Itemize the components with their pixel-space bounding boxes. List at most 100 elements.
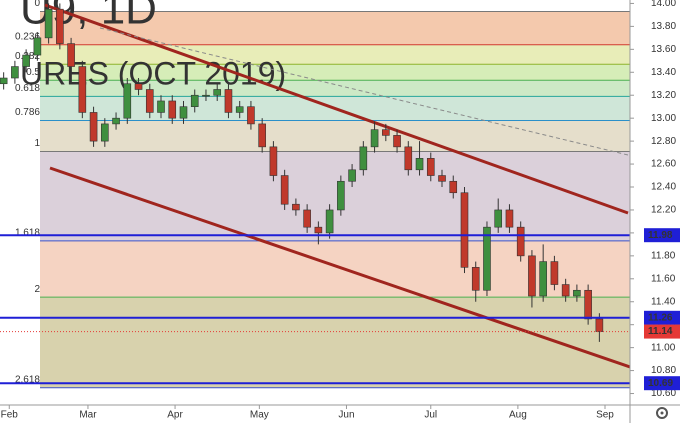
x-tick-label: May <box>250 410 269 421</box>
watermark-subtitle: URES (OCT 2019) <box>20 55 286 91</box>
fib-band <box>40 120 630 152</box>
candle-body <box>516 226 525 257</box>
gear[interactable] <box>656 407 668 419</box>
candle-body <box>89 112 98 142</box>
fib-band <box>40 151 630 241</box>
candle-body <box>314 226 323 234</box>
fib-band <box>40 297 630 388</box>
fib-label: 1.618 <box>15 228 40 239</box>
candle-body <box>22 54 30 67</box>
price-tag-label: 11.26 <box>648 312 673 323</box>
candle-body <box>179 106 188 119</box>
candle-body <box>11 66 19 79</box>
price-tag <box>644 324 680 339</box>
price-tag-label: 10.69 <box>648 378 673 389</box>
candle-body <box>190 94 199 107</box>
candle-body <box>595 318 604 332</box>
y-tick-label: 11.00 <box>651 342 676 353</box>
candle-body <box>235 106 244 113</box>
candle-body <box>494 209 503 228</box>
y-tick-label: 12.40 <box>651 182 676 193</box>
fib-label: 0.236 <box>15 31 40 42</box>
y-tick-label: 13.60 <box>651 44 676 55</box>
candle-body <box>44 8 53 39</box>
candle-body <box>359 146 368 171</box>
x-tick-label: Apr <box>167 410 183 421</box>
candle-body <box>134 83 143 90</box>
candle-body <box>325 209 334 234</box>
y-tick-label: 11.40 <box>651 296 676 307</box>
candle-body <box>404 146 413 171</box>
candle-body <box>157 100 165 113</box>
candle-body <box>292 203 300 211</box>
price-tag <box>644 228 680 243</box>
fib-label: 0.618 <box>15 83 40 94</box>
fib-label: 2.618 <box>15 374 40 385</box>
candle-body <box>67 43 75 67</box>
candle-body <box>382 129 390 136</box>
y-tick-label: 12.80 <box>651 136 676 147</box>
candle-body <box>247 106 255 125</box>
fib-band <box>40 44 630 65</box>
x-tick-label: Feb <box>1 410 19 421</box>
candle-body <box>145 89 154 113</box>
fib-label: 0 <box>34 0 40 9</box>
candle-body <box>168 100 177 119</box>
candle-body <box>269 146 278 176</box>
settings-icon[interactable] <box>656 407 668 419</box>
gear-center[interactable] <box>660 411 664 415</box>
fib-label: 0.5 <box>26 67 40 78</box>
price-tag-label: 11.98 <box>648 230 673 241</box>
candle-body <box>415 158 424 171</box>
price-tag <box>644 310 680 325</box>
candle-body <box>505 209 514 228</box>
candle-body <box>393 135 401 148</box>
candle-body <box>573 289 581 297</box>
y-tick-label: 12.20 <box>651 205 676 216</box>
fib-label: 1 <box>34 138 40 149</box>
candle-body <box>471 267 480 291</box>
candle-body <box>101 123 109 142</box>
y-tick-label: 10.60 <box>651 388 676 399</box>
y-tick-label: 11.60 <box>651 273 676 284</box>
fib-label: 0.786 <box>15 107 40 118</box>
price-tag-label: 11.14 <box>648 326 673 337</box>
candle-body <box>528 255 536 297</box>
x-tick-label: Sep <box>596 410 614 421</box>
candle-body <box>0 77 8 85</box>
candle-body <box>202 94 210 97</box>
y-tick-label: 11.80 <box>651 250 676 261</box>
price-tag <box>644 376 680 391</box>
x-tick-label: Mar <box>79 410 97 421</box>
y-tick-label: 13.20 <box>651 90 676 101</box>
fib-band <box>40 64 630 81</box>
candle-body <box>280 175 289 205</box>
candle-body <box>224 89 233 113</box>
x-tick-label: Jun <box>338 410 354 421</box>
trend-line <box>49 166 630 369</box>
candle-body <box>123 83 132 119</box>
y-tick-label: 12.60 <box>651 159 676 170</box>
fib-label: 2 <box>34 284 40 295</box>
fib-band <box>40 80 630 97</box>
candle-body <box>426 158 435 176</box>
candle-body <box>438 175 446 182</box>
y-tick-label: 14.00 <box>651 0 676 9</box>
candle-body <box>112 117 120 125</box>
candle-body <box>337 180 345 211</box>
candle-body <box>78 66 87 113</box>
candle-body <box>370 129 379 148</box>
x-tick-label: Jul <box>424 410 437 421</box>
candle-body <box>303 209 311 228</box>
candle-body <box>258 123 266 148</box>
x-tick-label: Aug <box>509 410 527 421</box>
candle-body <box>561 284 570 297</box>
candle-body <box>33 37 42 56</box>
watermark-title: U9, 1D <box>20 0 157 34</box>
candle-body <box>213 89 222 96</box>
candle-body <box>449 180 458 194</box>
candle-body <box>550 261 559 285</box>
candle-body <box>56 8 64 44</box>
